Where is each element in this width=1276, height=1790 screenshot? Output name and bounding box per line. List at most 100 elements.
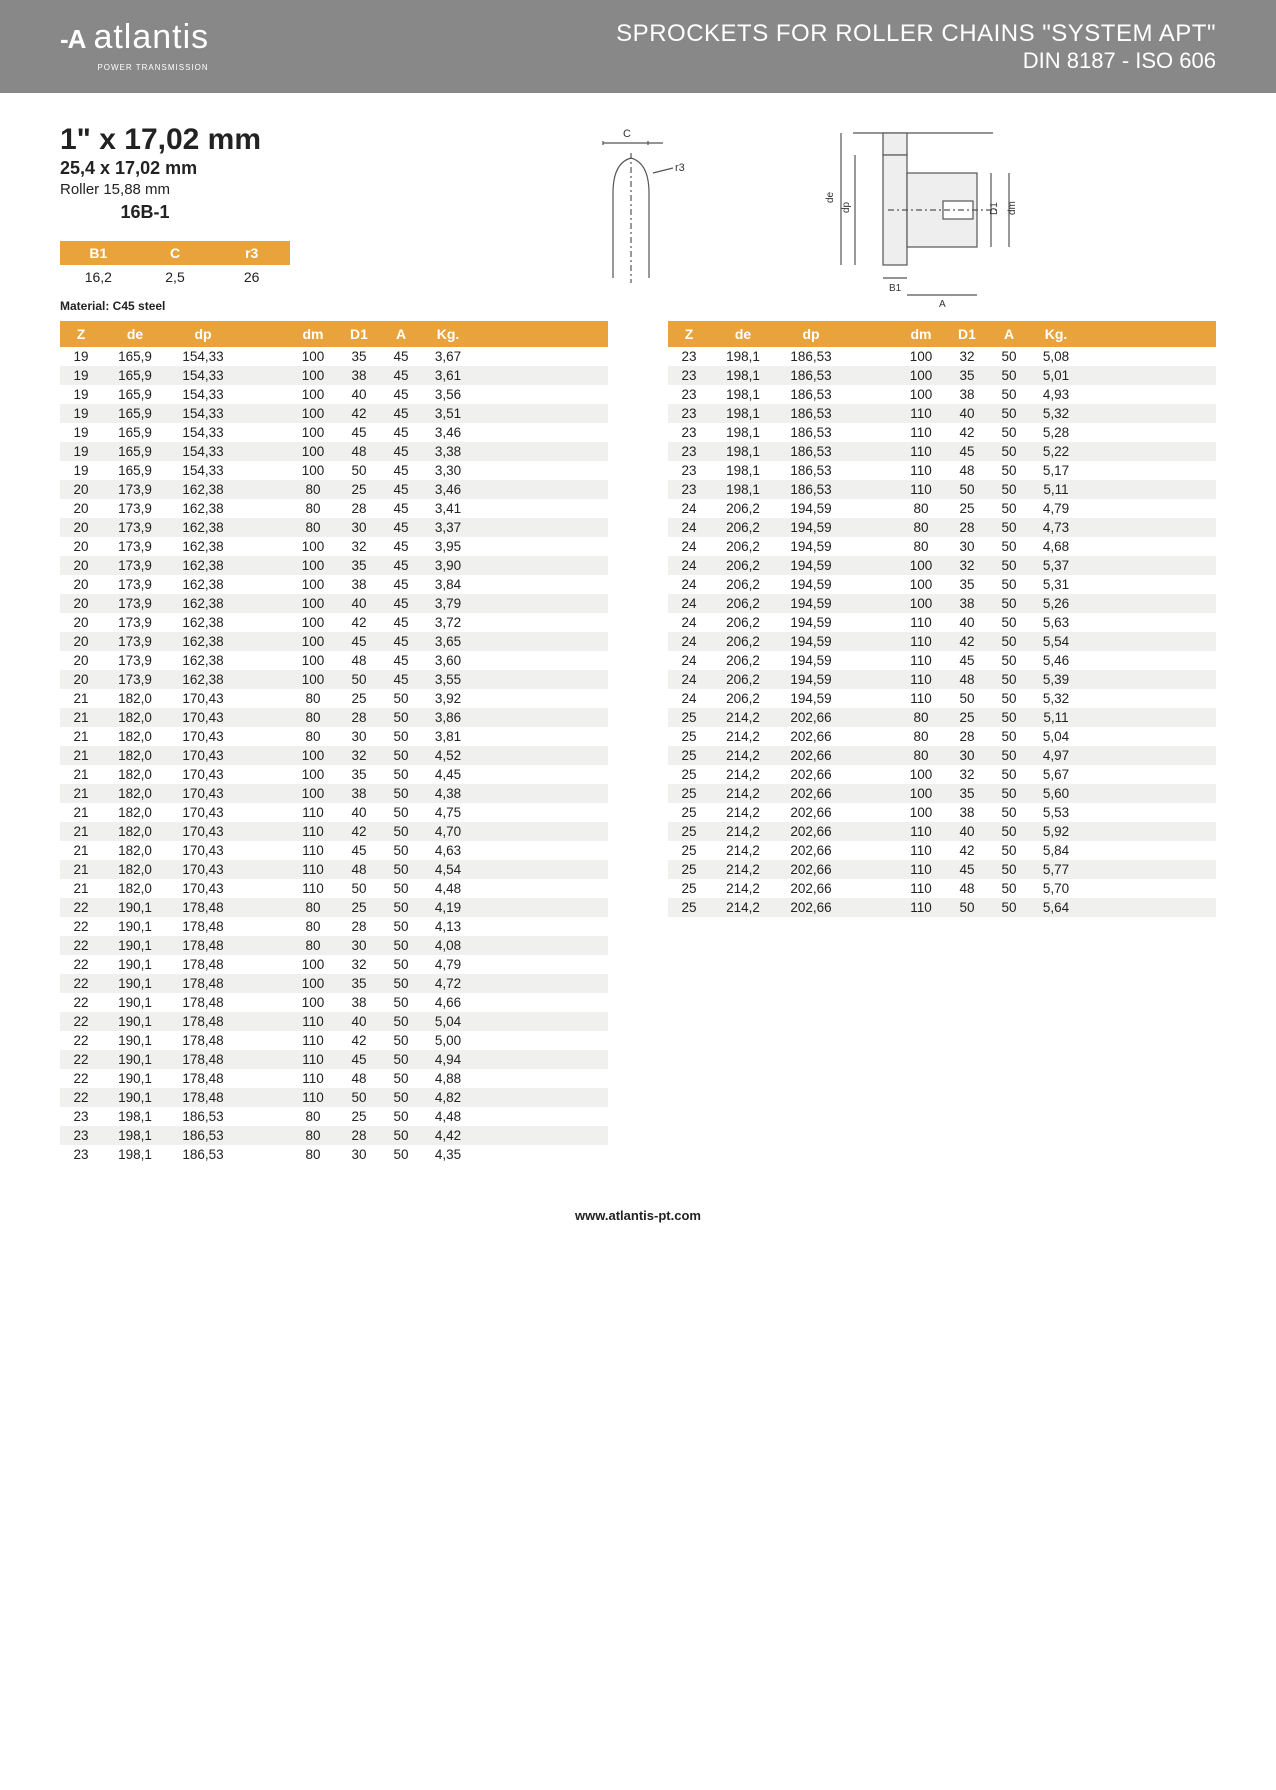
table-row: 25214,2202,6610038505,53 [668, 803, 1216, 822]
table-row: 19165,9154,3310035453,67 [60, 347, 608, 366]
col-A: A [380, 326, 422, 342]
table-row: 19165,9154,3310042453,51 [60, 404, 608, 423]
spec-block: 1" x 17,02 mm 25,4 x 17,02 mm Roller 15,… [60, 123, 340, 313]
data-table-right: ZdedpdmD1AKg. 23198,1186,5310032505,0823… [668, 321, 1216, 1164]
spec-sub2: Roller 15,88 mm [60, 181, 340, 198]
footer-url: www.atlantis-pt.com [0, 1208, 1276, 1223]
col-spacer [238, 326, 288, 342]
table-row: 21182,0170,4311048504,54 [60, 860, 608, 879]
table-row: 25214,2202,6611042505,84 [668, 841, 1216, 860]
table-row: 23198,1186,5311050505,11 [668, 480, 1216, 499]
col-dp: dp [776, 326, 846, 342]
table-row: 20173,9162,3810032453,95 [60, 537, 608, 556]
col-dm: dm [288, 326, 338, 342]
table-row: 22190,1178,488028504,13 [60, 917, 608, 936]
table-row: 22190,1178,4811048504,88 [60, 1069, 608, 1088]
mini-col-c: C [137, 241, 214, 265]
table-row: 24206,2194,5911045505,46 [668, 651, 1216, 670]
table-row: 21182,0170,4310035504,45 [60, 765, 608, 784]
diagrams: C r3 de dp [380, 123, 1216, 313]
table-row: 23198,1186,538028504,42 [60, 1126, 608, 1145]
table-row: 21182,0170,4311040504,75 [60, 803, 608, 822]
table-row: 24206,2194,598025504,79 [668, 499, 1216, 518]
table-row: 20173,9162,3810042453,72 [60, 613, 608, 632]
table-row: 23198,1186,5310035505,01 [668, 366, 1216, 385]
table-row: 24206,2194,5911050505,32 [668, 689, 1216, 708]
table-row: 19165,9154,3310040453,56 [60, 385, 608, 404]
mini-val-r3: 26 [213, 265, 290, 289]
table-row: 25214,2202,6611048505,70 [668, 879, 1216, 898]
col-D1: D1 [946, 326, 988, 342]
table-row: 20173,9162,388028453,41 [60, 499, 608, 518]
table-row: 25214,2202,6610035505,60 [668, 784, 1216, 803]
table-row: 23198,1186,5311040505,32 [668, 404, 1216, 423]
tooth-diagram-icon: C r3 [563, 123, 713, 283]
svg-text:dm: dm [1007, 201, 1018, 215]
table-row: 22190,1178,488030504,08 [60, 936, 608, 955]
table-row: 23198,1186,5310038504,93 [668, 385, 1216, 404]
spec-code: 16B-1 [60, 202, 230, 223]
table-row: 25214,2202,6611050505,64 [668, 898, 1216, 917]
table-row: 22190,1178,4810035504,72 [60, 974, 608, 993]
spec-title: 1" x 17,02 mm [60, 123, 340, 156]
col-Z: Z [668, 326, 710, 342]
table-row: 21182,0170,4311045504,63 [60, 841, 608, 860]
table-row: 20173,9162,3810045453,65 [60, 632, 608, 651]
table-row: 23198,1186,538025504,48 [60, 1107, 608, 1126]
table-row: 20173,9162,3810048453,60 [60, 651, 608, 670]
mini-val-b1: 16,2 [60, 265, 137, 289]
table-row: 22190,1178,4811050504,82 [60, 1088, 608, 1107]
table-row: 25214,2202,668025505,11 [668, 708, 1216, 727]
mini-val-c: 2,5 [137, 265, 214, 289]
table-row: 22190,1178,4811040505,04 [60, 1012, 608, 1031]
table-row: 20173,9162,3810035453,90 [60, 556, 608, 575]
table-row: 24206,2194,5911040505,63 [668, 613, 1216, 632]
table-row: 23198,1186,5311048505,17 [668, 461, 1216, 480]
table-row: 19165,9154,3310048453,38 [60, 442, 608, 461]
table-row: 21182,0170,438028503,86 [60, 708, 608, 727]
table-row: 25214,2202,668028505,04 [668, 727, 1216, 746]
svg-text:de: de [825, 191, 836, 203]
table-row: 24206,2194,5911042505,54 [668, 632, 1216, 651]
table-row: 20173,9162,388030453,37 [60, 518, 608, 537]
mini-col-r3: r3 [213, 241, 290, 265]
material-label: Material: C45 steel [60, 299, 340, 313]
col-D1: D1 [338, 326, 380, 342]
table-row: 19165,9154,3310050453,30 [60, 461, 608, 480]
table-row: 22190,1178,4811045504,94 [60, 1050, 608, 1069]
data-table-left: ZdedpdmD1AKg. 19165,9154,3310035453,6719… [60, 321, 608, 1164]
svg-text:D1: D1 [989, 202, 1000, 215]
col-de: de [102, 326, 168, 342]
svg-text:dp: dp [841, 201, 852, 213]
header-title-line1: SPROCKETS FOR ROLLER CHAINS "SYSTEM APT" [616, 20, 1216, 48]
mini-table: B1 C r3 16,2 2,5 26 [60, 241, 290, 289]
col-A: A [988, 326, 1030, 342]
brand-name: atlantis [93, 18, 209, 56]
table-row: 22190,1178,4811042505,00 [60, 1031, 608, 1050]
table-row: 24206,2194,5910032505,37 [668, 556, 1216, 575]
table-row: 23198,1186,5311045505,22 [668, 442, 1216, 461]
table-row: 25214,2202,6611040505,92 [668, 822, 1216, 841]
table-row: 23198,1186,5311042505,28 [668, 423, 1216, 442]
svg-text:r3: r3 [675, 162, 685, 174]
col-spacer [846, 326, 896, 342]
table-row: 24206,2194,598030504,68 [668, 537, 1216, 556]
table-row: 20173,9162,388025453,46 [60, 480, 608, 499]
table-row: 21182,0170,438030503,81 [60, 727, 608, 746]
table-row: 20173,9162,3810038453,84 [60, 575, 608, 594]
svg-text:A: A [939, 299, 946, 310]
table-row: 25214,2202,668030504,97 [668, 746, 1216, 765]
col-de: de [710, 326, 776, 342]
table-row: 22190,1178,488025504,19 [60, 898, 608, 917]
table-row: 24206,2194,5910038505,26 [668, 594, 1216, 613]
svg-text:C: C [623, 128, 631, 140]
mini-col-b1: B1 [60, 241, 137, 265]
table-row: 19165,9154,3310045453,46 [60, 423, 608, 442]
table-row: 24206,2194,5910035505,31 [668, 575, 1216, 594]
table-row: 21182,0170,4311042504,70 [60, 822, 608, 841]
table-row: 23198,1186,5310032505,08 [668, 347, 1216, 366]
table-row: 19165,9154,3310038453,61 [60, 366, 608, 385]
table-row: 20173,9162,3810050453,55 [60, 670, 608, 689]
col-Kg.: Kg. [1030, 326, 1082, 342]
table-row: 24206,2194,598028504,73 [668, 518, 1216, 537]
